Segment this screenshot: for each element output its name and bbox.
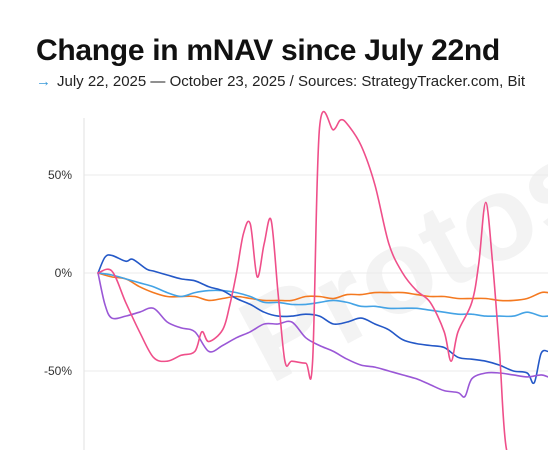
series-line-2 xyxy=(97,272,548,318)
chart-title: Change in mNAV since July 22nd xyxy=(36,34,500,67)
arrow-right-icon: → xyxy=(36,73,51,90)
y-tick-label: 0% xyxy=(55,266,73,280)
subtitle-text: July 22, 2025 — October 23, 2025 / Sourc… xyxy=(57,73,526,90)
series-line-4 xyxy=(97,272,548,398)
series-line-5 xyxy=(97,110,508,450)
y-tick-label: 50% xyxy=(48,168,72,182)
series-line-3 xyxy=(97,254,548,385)
series-line-1 xyxy=(97,272,548,302)
chart-subtitle: → July 22, 2025 — October 23, 2025 / Sour… xyxy=(36,73,525,90)
watermark: Protos xyxy=(219,111,548,408)
series-lines xyxy=(97,110,548,450)
y-tick-labels: 50% 0% -50% xyxy=(44,168,72,378)
y-tick-label: -50% xyxy=(44,364,72,378)
